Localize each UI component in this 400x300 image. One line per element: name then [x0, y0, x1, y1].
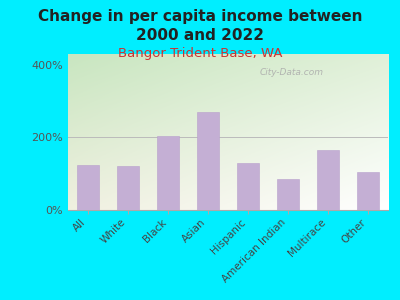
Bar — [117, 166, 139, 210]
Bar — [77, 165, 99, 210]
Bar — [317, 150, 339, 210]
Bar — [197, 112, 219, 210]
Bar — [237, 163, 259, 210]
Bar — [277, 179, 299, 210]
Bar — [357, 172, 379, 210]
Text: City-Data.com: City-Data.com — [260, 68, 324, 77]
Text: Bangor Trident Base, WA: Bangor Trident Base, WA — [118, 46, 282, 59]
Bar — [157, 136, 179, 210]
Text: Change in per capita income between
2000 and 2022: Change in per capita income between 2000… — [38, 9, 362, 43]
